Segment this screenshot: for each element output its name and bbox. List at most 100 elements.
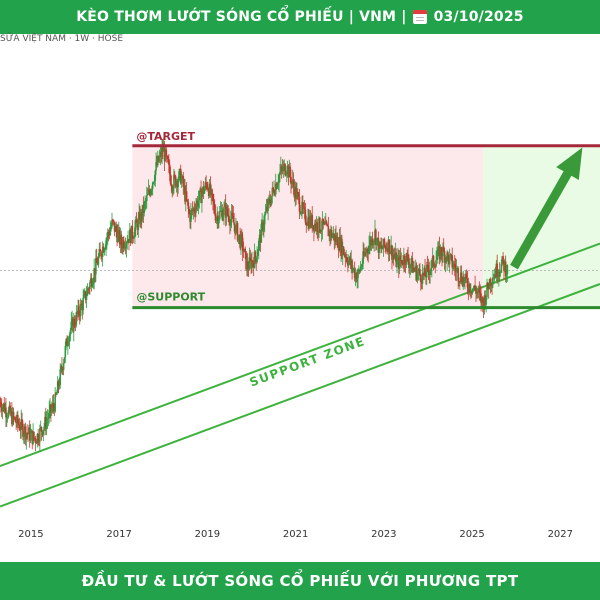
candle-body (176, 181, 179, 188)
candle-body (274, 193, 276, 195)
candle-body (305, 222, 308, 225)
candle-body (77, 305, 79, 314)
candle-body (309, 216, 312, 226)
candle-body (134, 219, 137, 228)
candle-body (63, 357, 66, 363)
candle-body (470, 291, 472, 293)
candle-body (370, 238, 373, 246)
candle-body (243, 248, 246, 253)
candle-body (364, 252, 367, 254)
candle-body (376, 237, 379, 239)
candle-body (125, 243, 128, 249)
candle-body (375, 229, 377, 245)
candle-body (476, 291, 478, 294)
candle-body (394, 252, 397, 258)
candle-body (90, 278, 93, 287)
candle-body (292, 179, 295, 188)
candle-body (110, 226, 112, 230)
candle-body (288, 166, 291, 178)
candle-body (42, 430, 45, 436)
candle-body (259, 234, 262, 243)
candle-body (406, 253, 409, 255)
candle-body (34, 438, 37, 444)
up-arrow-icon (510, 147, 583, 270)
candle-body (504, 261, 507, 277)
candle-body (263, 214, 266, 225)
candle-body (306, 224, 308, 226)
candle-body (414, 269, 416, 272)
candle-body (196, 200, 198, 207)
candle-body (102, 246, 105, 253)
candle-body (205, 182, 207, 185)
candle-body (158, 156, 161, 162)
candle-body (235, 224, 237, 234)
candle-body (89, 278, 92, 283)
candle-body (469, 283, 471, 293)
candle-body (314, 223, 317, 229)
candle-body (12, 411, 15, 418)
symbol-info: SỮA VIỆT NAM · 1W · HOSE (0, 34, 124, 44)
candle-body (238, 234, 241, 236)
candle-body (55, 393, 57, 395)
candle-body (319, 217, 321, 232)
candle-body (459, 272, 462, 282)
candle-body (489, 279, 492, 286)
candle-body (424, 267, 426, 277)
candle-body (397, 256, 400, 269)
candle-body (285, 174, 287, 176)
candle-body (351, 260, 353, 270)
candle-body (211, 189, 213, 195)
candle-body (455, 268, 458, 272)
candle-body (492, 279, 494, 285)
candle-body (67, 343, 69, 347)
candle-body (16, 414, 18, 424)
candle-body (353, 268, 356, 278)
candle-body (286, 165, 289, 173)
candle-body (155, 162, 157, 171)
candle-body (385, 246, 387, 250)
candle-body (5, 417, 8, 418)
candle-body (321, 218, 324, 231)
candle-body (436, 248, 439, 257)
candle-body (252, 262, 255, 268)
candle-body (260, 224, 263, 243)
candle-body (267, 199, 269, 211)
candle-body (141, 204, 144, 220)
candle-body (196, 200, 199, 207)
candle-body (436, 256, 438, 261)
candle-body (448, 255, 451, 265)
candle-body (440, 247, 442, 254)
candle-body (470, 291, 473, 293)
candle-body (299, 211, 302, 214)
candle-body (443, 251, 446, 263)
candle-body (302, 207, 305, 209)
header-title: KÈO THƠM LƯỚT SÓNG CỔ PHIẾU | VNM | 03/1… (76, 9, 523, 25)
x-tick-label: 2027 (548, 529, 573, 540)
candle-body (106, 232, 109, 238)
candle-body (218, 211, 221, 219)
candle-body (333, 233, 336, 242)
candle-body (132, 238, 135, 239)
candle-body (242, 251, 245, 253)
candle-body (265, 206, 268, 212)
candle-body (235, 223, 238, 225)
candle-body (203, 188, 206, 194)
candle-body (232, 216, 235, 223)
candle-body (28, 427, 31, 441)
candle-body (271, 187, 274, 197)
candle-body (398, 255, 401, 269)
candle-body (161, 147, 163, 157)
candle-body (446, 252, 448, 262)
candle-body (240, 234, 243, 238)
candle-body (442, 246, 444, 257)
candle-body (181, 176, 184, 178)
candle-body (219, 210, 222, 212)
candle-body (453, 263, 456, 268)
candle-body (78, 314, 81, 317)
candle-body (319, 231, 322, 233)
candle-body (412, 267, 414, 273)
candle-body (229, 222, 231, 226)
candle-body (199, 188, 202, 191)
candle-body (231, 212, 234, 217)
candle-body (381, 248, 384, 250)
